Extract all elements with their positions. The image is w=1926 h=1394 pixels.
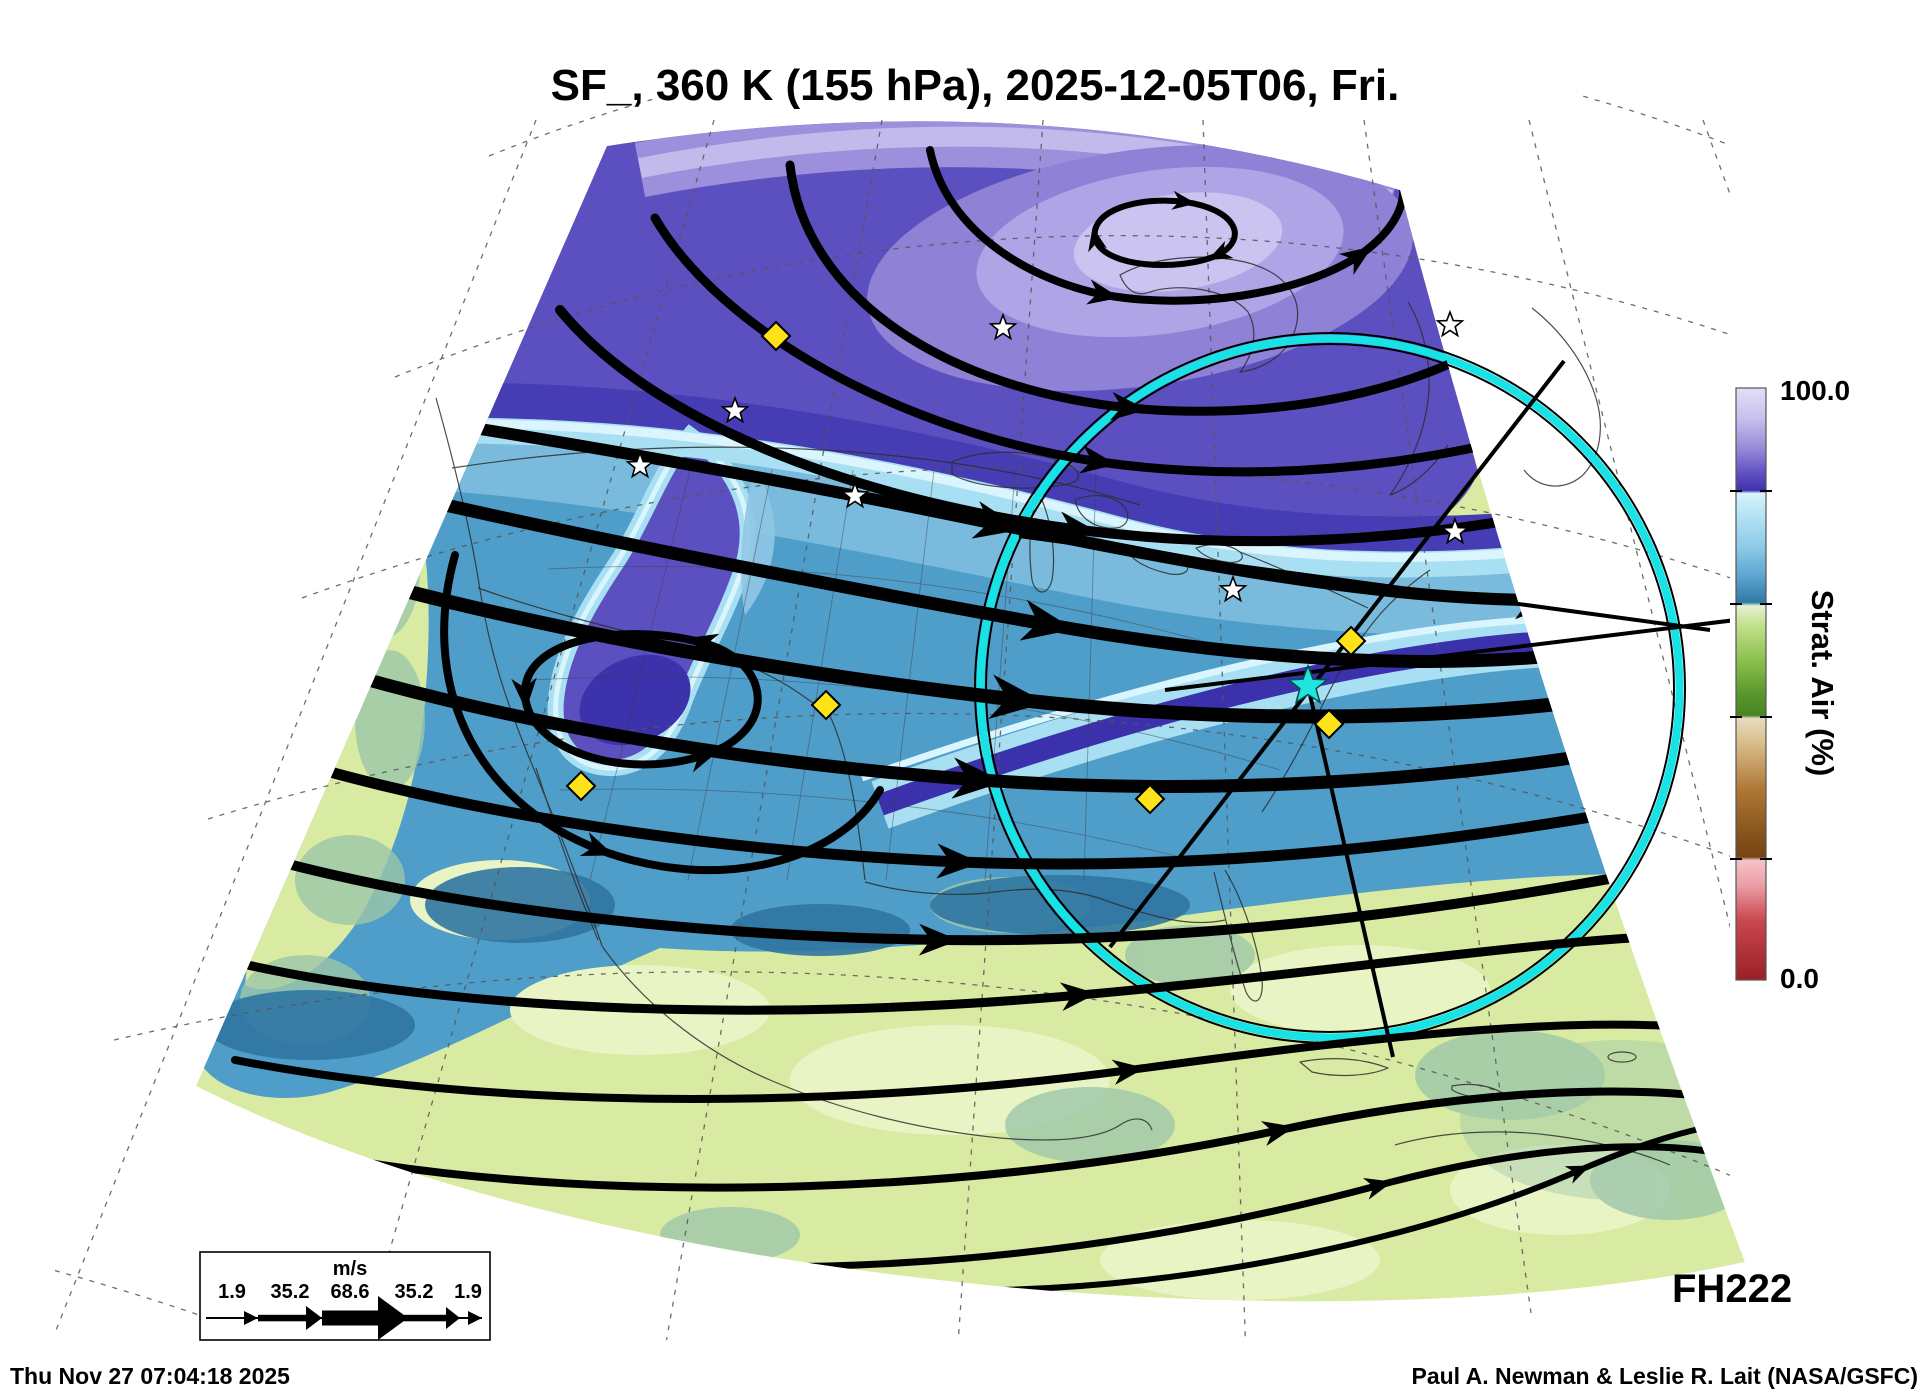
colorbar-max-label: 100.0 — [1780, 375, 1850, 406]
colorbar-axis-label: Strat. Air (%) — [1805, 590, 1840, 777]
legend-units-label: m/s — [333, 1258, 367, 1280]
timestamp-label: Thu Nov 27 07:04:18 2025 — [10, 1363, 290, 1389]
streamline — [346, 1087, 1745, 1192]
colorbar-ticks — [1730, 490, 1772, 860]
page-title: SF_, 360 K (155 hPa), 2025-12-05T06, Fri… — [551, 61, 1400, 110]
legend-speed-label: 35.2 — [271, 1281, 310, 1303]
white-star-marker — [1436, 311, 1464, 337]
streamline-closed-loop — [520, 634, 762, 764]
streamline — [231, 1020, 1745, 1103]
colorbar-gradient — [1735, 387, 1767, 981]
wind-speed-legend: m/s 1.9 35.2 68.6 35.2 1.9 — [199, 1251, 491, 1341]
legend-speed-label: 1.9 — [218, 1281, 246, 1303]
credit-label: Paul A. Newman & Leslie R. Lait (NASA/GS… — [1411, 1363, 1918, 1389]
streamline — [440, 551, 884, 875]
ground-track-lines — [1018, 359, 1730, 1058]
legend-speed-label: 68.6 — [331, 1281, 370, 1303]
streamline — [215, 840, 1705, 956]
legend-speed-label: 35.2 — [395, 1281, 434, 1303]
colorbar: 100.0 0.0 Strat. Air (%) — [1730, 375, 1850, 994]
forecast-hour-label: FH222 — [1672, 1267, 1792, 1311]
streamline — [200, 930, 1745, 1015]
legend-speed-label: 1.9 — [454, 1281, 482, 1303]
colorbar-min-label: 0.0 — [1780, 963, 1819, 994]
coastlines — [435, 256, 1671, 1166]
legend-arrow-glyph — [206, 1296, 482, 1340]
